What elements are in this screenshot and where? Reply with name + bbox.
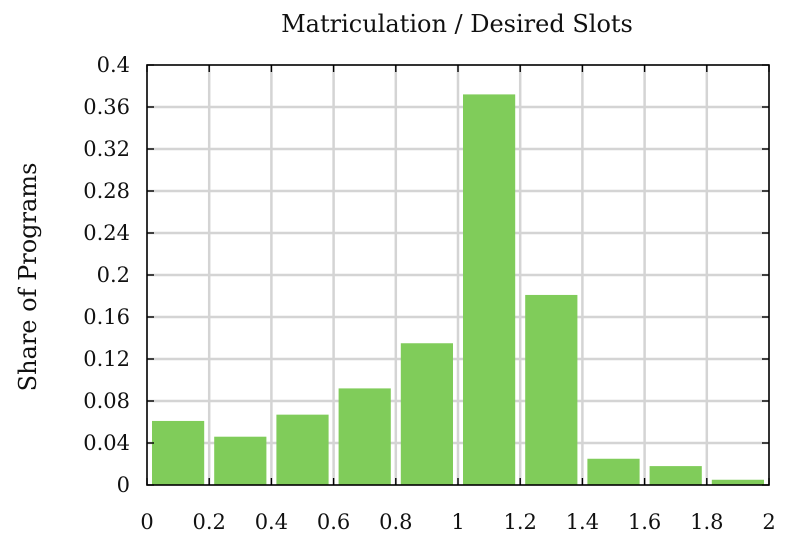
histogram-bar — [276, 414, 329, 485]
y-tick-label: 0 — [117, 473, 130, 497]
y-tick-label: 0.12 — [83, 347, 130, 371]
histogram-bar — [214, 436, 267, 485]
y-axis-label: Share of Programs — [14, 163, 42, 392]
bars — [152, 94, 764, 486]
histogram-bar — [649, 466, 702, 485]
y-tick-label: 0.32 — [83, 137, 130, 161]
plot-frame — [146, 64, 770, 486]
x-tick-label: 0 — [140, 510, 153, 534]
y-tick-labels: 0 0.04 0.08 0.12 0.16 0.2 0.24 0.28 0.32 0.36 0.4 — [83, 53, 130, 497]
x-tick-label: 1.8 — [690, 510, 723, 534]
histogram-bar — [587, 458, 640, 485]
y-tick-label: 0.04 — [83, 431, 130, 455]
x-tick-labels: 0 0.2 0.4 0.6 0.8 1 1.2 1.4 1.6 1.8 2 — [140, 510, 775, 534]
y-tick-label: 0.24 — [83, 221, 130, 245]
y-tick-label: 0.4 — [97, 53, 130, 77]
grid-lines — [147, 65, 769, 485]
x-tick-label: 1.6 — [628, 510, 661, 534]
histogram-bar — [711, 479, 764, 485]
chart-title: Matriculation / Desired Slots — [281, 10, 633, 38]
x-tick-label: 0.4 — [255, 510, 288, 534]
x-tick-label: 0.2 — [192, 510, 225, 534]
x-tick-label: 0.8 — [379, 510, 412, 534]
y-tick-label: 0.16 — [83, 305, 130, 329]
y-tick-label: 0.36 — [83, 95, 130, 119]
histogram-bar — [152, 420, 205, 485]
y-tick-label: 0.08 — [83, 389, 130, 413]
x-tick-label: 2 — [762, 510, 775, 534]
histogram-bar — [463, 94, 516, 486]
x-tick-label: 1 — [451, 510, 464, 534]
histogram-bar — [338, 388, 391, 485]
x-tick-label: 0.6 — [317, 510, 350, 534]
x-tick-label: 1.2 — [503, 510, 536, 534]
y-tick-label: 0.28 — [83, 179, 130, 203]
y-tick-label: 0.2 — [97, 263, 130, 287]
x-tick-label: 1.4 — [566, 510, 599, 534]
histogram-bar — [525, 294, 578, 485]
histogram-bar — [400, 343, 453, 485]
